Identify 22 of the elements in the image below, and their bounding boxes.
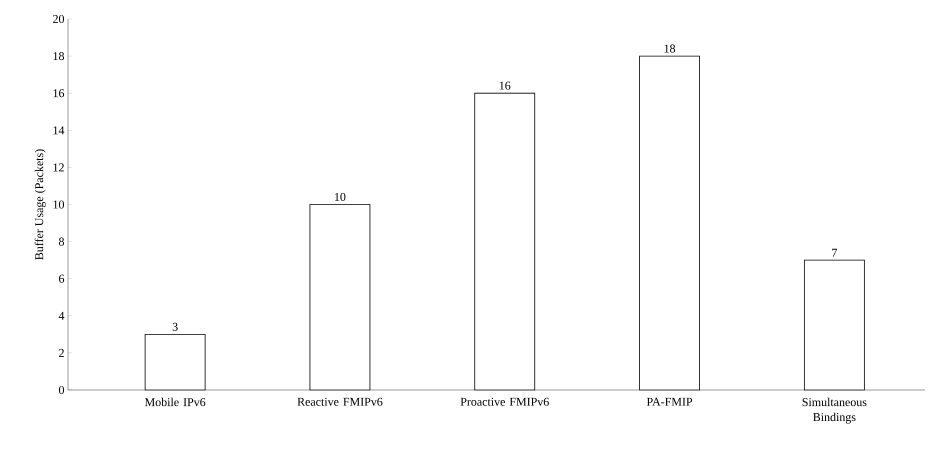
y-tick-label: 14 [54,126,64,134]
x-tick-label: Proactive FMIPv6 [460,398,549,406]
y-tick-label: 16 [54,89,64,98]
y-tick-label: 20 [53,14,64,24]
x-tick-label: Simultaneous Bindings [802,398,866,424]
data-label: 18 [664,44,676,53]
y-tick-label: 8 [58,238,64,246]
y-tick-label: 18 [54,52,64,60]
data-label: 16 [500,82,510,90]
data-label: 3 [172,322,178,331]
data-label: 10 [335,192,346,201]
y-axis-title: Buffer Usage (Packets) [34,149,46,260]
data-label: 7 [832,248,837,257]
x-tick-label: Mobile IPv6 [144,398,206,406]
y-tick-label: 0 [58,386,64,394]
y-tick-label: 12 [54,163,64,172]
y-tick-label: 6 [59,274,64,283]
y-tick-label: 2 [59,348,64,357]
y-tick-label: 4 [58,312,64,320]
x-tick-label: PA-FMIP [646,398,692,406]
y-tick-label: 10 [54,200,64,209]
x-tick-label: Reactive FMIPv6 [297,398,382,406]
